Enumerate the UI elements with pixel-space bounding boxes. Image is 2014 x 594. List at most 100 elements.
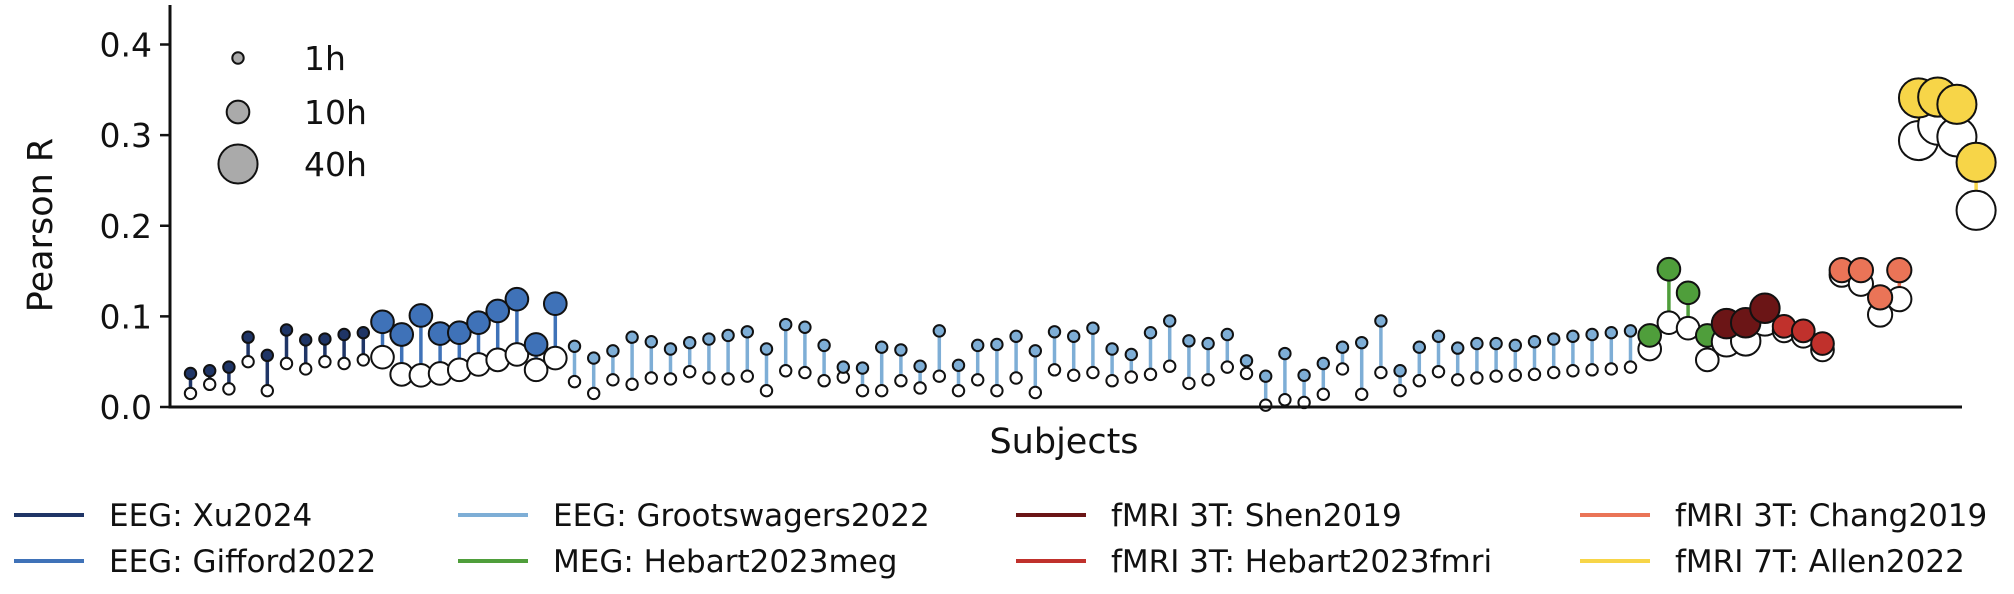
model-point <box>587 351 601 365</box>
baseline-point <box>663 372 678 386</box>
size-legend-marker <box>217 143 259 185</box>
model-point <box>1201 336 1215 351</box>
baseline-point <box>260 383 274 398</box>
baseline-point <box>990 383 1004 398</box>
baseline-point <box>1316 387 1331 402</box>
model-point <box>1220 327 1235 342</box>
baseline-point <box>721 372 735 386</box>
baseline-point <box>1086 365 1100 380</box>
baseline-point <box>370 344 395 370</box>
model-point <box>1656 256 1682 282</box>
model-point <box>721 328 735 343</box>
y-ticks: 0.0 0.1 0.2 0.3 0.4 <box>100 26 170 427</box>
model-point <box>779 317 793 332</box>
model-point <box>1604 325 1619 340</box>
model-point <box>299 333 313 347</box>
baseline-point <box>1431 364 1446 379</box>
baseline-point <box>587 386 601 401</box>
model-point <box>932 324 946 338</box>
size-legend-label: 1h <box>304 39 346 78</box>
y-tick-label: 0.4 <box>100 26 152 65</box>
model-point <box>606 344 620 358</box>
size-legend-marker <box>231 51 245 65</box>
baseline-point <box>855 383 870 398</box>
model-point <box>1566 329 1580 344</box>
x-axis-label: Subjects <box>989 422 1138 462</box>
baseline-point <box>504 342 530 367</box>
baseline-point <box>971 373 985 387</box>
model-point <box>1886 257 1913 284</box>
model-point <box>1508 338 1523 353</box>
series-group <box>1637 256 1720 373</box>
baseline-point <box>702 371 716 385</box>
baseline-point <box>1547 365 1561 380</box>
axes: 0.0 0.1 0.2 0.3 0.4 Pearson R Subjects <box>21 5 1962 462</box>
model-point <box>370 309 395 335</box>
legend-label: EEG: Gifford2022 <box>109 544 376 580</box>
baseline-point <box>1124 370 1139 384</box>
y-tick-label: 0.0 <box>100 388 152 427</box>
model-point <box>1393 364 1407 378</box>
baseline-point <box>241 354 255 369</box>
baseline-point <box>1143 367 1158 382</box>
baseline-point <box>1527 367 1542 382</box>
model-point <box>1163 314 1177 328</box>
baseline-point <box>875 383 889 398</box>
baseline-point <box>740 369 754 383</box>
model-point <box>504 286 530 312</box>
y-tick-label: 0.1 <box>100 297 152 336</box>
baseline-point <box>1604 362 1619 376</box>
series-group <box>567 314 1638 412</box>
model-point <box>183 366 198 381</box>
model-point <box>875 340 889 354</box>
model-point <box>408 303 434 328</box>
model-point <box>1431 329 1446 344</box>
model-point <box>1067 329 1081 344</box>
model-point <box>1637 323 1663 348</box>
baseline-point <box>644 371 658 385</box>
y-tick-label: 0.3 <box>100 116 152 155</box>
size-legend-label: 40h <box>304 145 367 184</box>
baseline-point <box>1163 359 1177 373</box>
model-point <box>1955 141 1997 183</box>
model-point <box>1124 347 1139 362</box>
baseline-point <box>299 362 313 376</box>
baseline-point <box>625 377 639 392</box>
model-point <box>1547 332 1561 346</box>
model-point <box>446 320 472 346</box>
baseline-point <box>606 373 620 387</box>
model-point <box>702 332 716 346</box>
model-point <box>567 339 582 353</box>
model-point <box>389 322 415 347</box>
series-group <box>1710 292 1781 358</box>
size-legend-label: 10h <box>304 93 367 132</box>
model-point <box>1047 325 1062 339</box>
baseline-point <box>222 382 236 396</box>
baseline-point <box>542 345 568 371</box>
legend-label: fMRI 3T: Hebart2023fmri <box>1111 544 1492 580</box>
model-point <box>260 348 274 363</box>
baseline-point <box>913 381 927 395</box>
legend-label: fMRI 3T: Chang2019 <box>1675 498 1987 534</box>
baseline-point <box>1239 366 1254 381</box>
baseline-point <box>1585 363 1599 377</box>
model-point <box>683 335 697 350</box>
baseline-point <box>1393 383 1407 398</box>
baseline-point <box>1182 376 1196 391</box>
model-point <box>1412 340 1427 354</box>
model-point <box>913 359 927 373</box>
baseline-point <box>183 386 198 401</box>
model-point <box>1470 336 1484 351</box>
baseline-point <box>1009 371 1023 385</box>
baseline-point <box>1694 347 1720 373</box>
series-group <box>1897 76 1997 231</box>
baseline-point <box>318 354 332 369</box>
baseline-point <box>1201 373 1215 387</box>
baseline-point <box>1566 364 1580 378</box>
baseline-point <box>1451 373 1465 387</box>
model-point <box>798 320 812 334</box>
model-point <box>1009 329 1023 344</box>
baseline-point <box>759 383 774 398</box>
model-point <box>1810 331 1835 356</box>
baseline-point <box>337 356 351 371</box>
